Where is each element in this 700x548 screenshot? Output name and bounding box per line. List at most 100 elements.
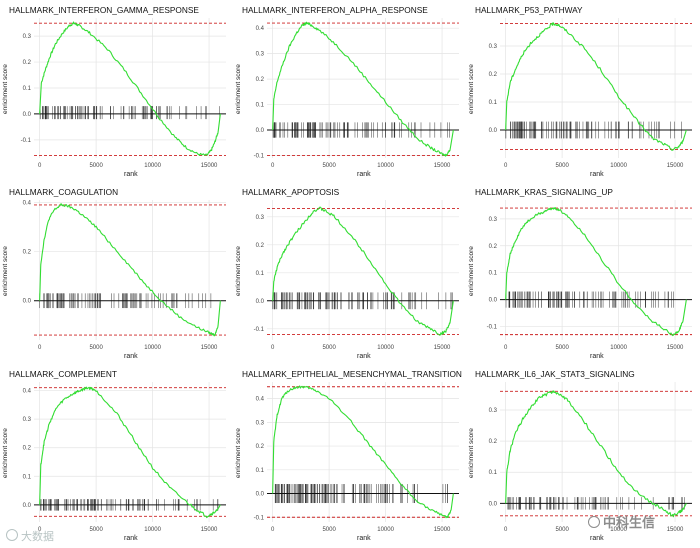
panel-title: HALLMARK_EPITHELIAL_MESENCHYMAL_TRANSITI… xyxy=(242,369,462,379)
y-tick-label: 0.1 xyxy=(489,100,498,106)
x-tick-label: 10000 xyxy=(377,163,394,169)
gsea-panel: HALLMARK_EPITHELIAL_MESENCHYMAL_TRANSITI… xyxy=(233,364,466,546)
y-tick-label: 0.4 xyxy=(256,397,265,403)
x-axis-label: rank xyxy=(357,353,371,360)
watermark-logo-icon xyxy=(6,529,18,541)
y-tick-label: 0.3 xyxy=(489,217,498,223)
y-tick-label: 0.1 xyxy=(23,86,32,92)
x-tick-label: 5000 xyxy=(89,527,103,533)
y-tick-label: 0.0 xyxy=(256,492,265,498)
y-tick-label: 0.0 xyxy=(23,299,32,305)
x-tick-label: 15000 xyxy=(434,527,451,533)
panel-title: HALLMARK_COMPLEMENT xyxy=(9,369,117,379)
x-tick-label: 5000 xyxy=(322,163,336,169)
y-tick-label: 0.3 xyxy=(256,52,265,58)
x-tick-label: 5000 xyxy=(89,345,103,351)
enrichment-curve xyxy=(272,385,454,519)
y-tick-label: 0.1 xyxy=(23,474,32,480)
y-tick-label: 0.2 xyxy=(23,446,32,452)
enrichment-curve xyxy=(505,390,687,518)
y-tick-label: 0.0 xyxy=(489,128,498,134)
gsea-panel: HALLMARK_COAGULATION enrichment score rank… xyxy=(0,182,233,364)
x-axis-label: rank xyxy=(590,535,604,542)
x-tick-label: 10000 xyxy=(610,163,627,169)
gsea-panel: HALLMARK_P53_PATHWAY enrichment score rank… xyxy=(466,0,699,182)
watermark-right-text: 中科生信 xyxy=(603,515,656,530)
x-tick-label: 0 xyxy=(504,163,508,169)
x-tick-label: 15000 xyxy=(667,345,684,351)
x-tick-label: 5000 xyxy=(322,527,336,533)
x-tick-label: 0 xyxy=(38,163,42,169)
gsea-panel: HALLMARK_INTERFERON_ALPHA_RESPONSE enrich… xyxy=(233,0,466,182)
enrichment-plot-svg: 0 5000 10000 15000 0.0 0.1 0.2 0.3 xyxy=(489,18,692,169)
y-tick-label: 0.1 xyxy=(489,470,498,476)
y-tick-label: 0.0 xyxy=(23,503,32,509)
y-tick-label: 0.0 xyxy=(489,501,498,507)
gsea-panel: HALLMARK_COMPLEMENT enrichment score rank 0… xyxy=(0,364,233,546)
x-tick-label: 0 xyxy=(38,527,42,533)
y-tick-label: 0.4 xyxy=(256,26,265,32)
y-tick-label: 0.1 xyxy=(256,271,265,277)
y-tick-label: 0.3 xyxy=(256,420,265,426)
y-tick-label: -0.1 xyxy=(254,327,265,333)
panel-title: HALLMARK_INTERFERON_ALPHA_RESPONSE xyxy=(242,5,428,15)
panel-title: HALLMARK_COAGULATION xyxy=(9,187,119,197)
x-axis-label: rank xyxy=(357,535,371,542)
panel-title: HALLMARK_INTERFERON_GAMMA_RESPONSE xyxy=(9,5,199,15)
x-axis-label: rank xyxy=(357,171,371,178)
enrichment-curve xyxy=(39,203,221,337)
wechat-icon xyxy=(588,516,600,528)
x-tick-label: 15000 xyxy=(201,163,218,169)
x-tick-label: 10000 xyxy=(144,163,161,169)
y-tick-label: 0.2 xyxy=(489,72,498,78)
y-tick-label: 0.1 xyxy=(489,271,498,277)
x-tick-label: 5000 xyxy=(555,527,569,533)
y-tick-label: 0.0 xyxy=(256,299,265,305)
enrichment-curve xyxy=(505,22,687,151)
gsea-panel: HALLMARK_INTERFERON_GAMMA_RESPONSE enrich… xyxy=(0,0,233,182)
y-tick-label: 0.1 xyxy=(256,468,265,474)
y-tick-label: 0.2 xyxy=(489,244,498,250)
y-tick-label: 0.0 xyxy=(256,128,265,134)
enrichment-plot-svg: 0 5000 10000 15000 -0.1 0.0 0.1 0.2 0.3 xyxy=(21,18,226,169)
enrichment-plot-svg: 0 5000 10000 15000 -0.1 0.0 0.1 0.2 0.3 xyxy=(254,200,459,351)
y-tick-label: -0.1 xyxy=(487,325,498,331)
enrichment-plot-svg: 0 5000 10000 15000 -0.1 0.0 0.1 0.2 0.3 0.4 xyxy=(254,18,459,169)
x-tick-label: 15000 xyxy=(434,345,451,351)
y-tick-label: 0.2 xyxy=(256,243,265,249)
enrichment-curve xyxy=(39,21,221,156)
enrichment-curve xyxy=(272,21,454,157)
gsea-panel: HALLMARK_APOPTOSIS enrichment score rank 0 5… xyxy=(233,182,466,364)
y-tick-label: 0.2 xyxy=(489,439,498,445)
panel-title: HALLMARK_KRAS_SIGNALING_UP xyxy=(475,187,613,197)
y-tick-label: -0.1 xyxy=(254,515,265,521)
x-tick-label: 10000 xyxy=(377,345,394,351)
y-tick-label: 0.1 xyxy=(256,103,265,109)
x-tick-label: 15000 xyxy=(667,163,684,169)
x-axis-label: rank xyxy=(124,353,138,360)
enrichment-curve xyxy=(272,206,454,336)
x-tick-label: 0 xyxy=(271,163,275,169)
x-tick-label: 0 xyxy=(504,345,508,351)
watermark-left: 大数据 xyxy=(6,528,54,544)
x-tick-label: 10000 xyxy=(610,527,627,533)
x-tick-label: 0 xyxy=(504,527,508,533)
y-tick-label: 0.0 xyxy=(23,112,32,118)
x-tick-label: 5000 xyxy=(89,163,103,169)
x-tick-label: 10000 xyxy=(377,527,394,533)
x-axis-label: rank xyxy=(590,353,604,360)
x-tick-label: 10000 xyxy=(144,345,161,351)
gsea-panel: HALLMARK_IL6_JAK_STAT3_SIGNALING enrichme… xyxy=(466,364,699,546)
x-axis-label: rank xyxy=(124,535,138,542)
y-tick-label: 0.4 xyxy=(23,389,32,395)
x-tick-label: 15000 xyxy=(201,345,218,351)
watermark-right: 中科生信 xyxy=(588,512,655,531)
y-tick-label: -0.1 xyxy=(21,138,32,144)
enrichment-plot-svg: 0 5000 10000 15000 -0.1 0.0 0.1 0.2 0.3 xyxy=(487,200,692,351)
panel-title: HALLMARK_IL6_JAK_STAT3_SIGNALING xyxy=(475,369,635,379)
enrichment-curve xyxy=(39,386,221,519)
x-axis-label: rank xyxy=(590,171,604,178)
y-tick-label: 0.3 xyxy=(489,44,498,50)
gsea-panel: HALLMARK_KRAS_SIGNALING_UP enrichment sco… xyxy=(466,182,699,364)
